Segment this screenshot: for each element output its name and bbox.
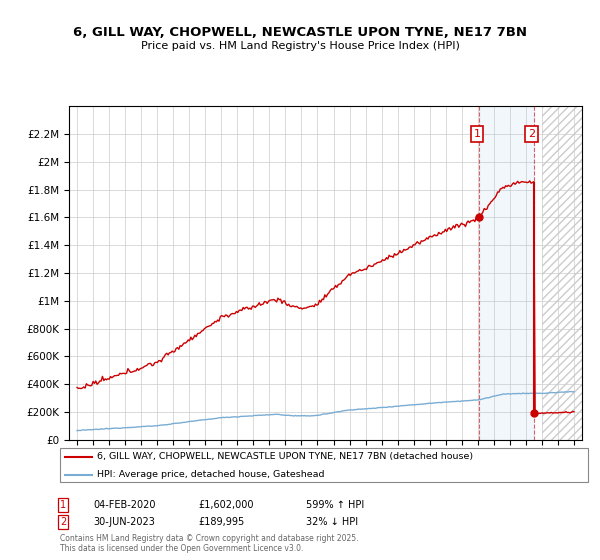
Text: 1: 1 bbox=[60, 500, 66, 510]
Text: £1,602,000: £1,602,000 bbox=[198, 500, 254, 510]
Text: 6, GILL WAY, CHOPWELL, NEWCASTLE UPON TYNE, NE17 7BN (detached house): 6, GILL WAY, CHOPWELL, NEWCASTLE UPON TY… bbox=[97, 452, 473, 461]
Bar bbox=[542, 106, 582, 440]
Text: HPI: Average price, detached house, Gateshead: HPI: Average price, detached house, Gate… bbox=[97, 470, 325, 479]
Bar bbox=[479, 106, 534, 440]
Text: 32% ↓ HPI: 32% ↓ HPI bbox=[306, 517, 358, 527]
Text: 2: 2 bbox=[528, 129, 535, 139]
Text: Price paid vs. HM Land Registry's House Price Index (HPI): Price paid vs. HM Land Registry's House … bbox=[140, 41, 460, 51]
Text: Contains HM Land Registry data © Crown copyright and database right 2025.
This d: Contains HM Land Registry data © Crown c… bbox=[60, 534, 359, 553]
Text: £189,995: £189,995 bbox=[198, 517, 244, 527]
Text: 599% ↑ HPI: 599% ↑ HPI bbox=[306, 500, 364, 510]
Text: 2: 2 bbox=[60, 517, 66, 527]
Text: 6, GILL WAY, CHOPWELL, NEWCASTLE UPON TYNE, NE17 7BN: 6, GILL WAY, CHOPWELL, NEWCASTLE UPON TY… bbox=[73, 26, 527, 39]
Text: 30-JUN-2023: 30-JUN-2023 bbox=[93, 517, 155, 527]
Text: 04-FEB-2020: 04-FEB-2020 bbox=[93, 500, 155, 510]
Text: 1: 1 bbox=[473, 129, 481, 139]
FancyBboxPatch shape bbox=[59, 448, 589, 483]
Bar bbox=[542, 106, 582, 440]
